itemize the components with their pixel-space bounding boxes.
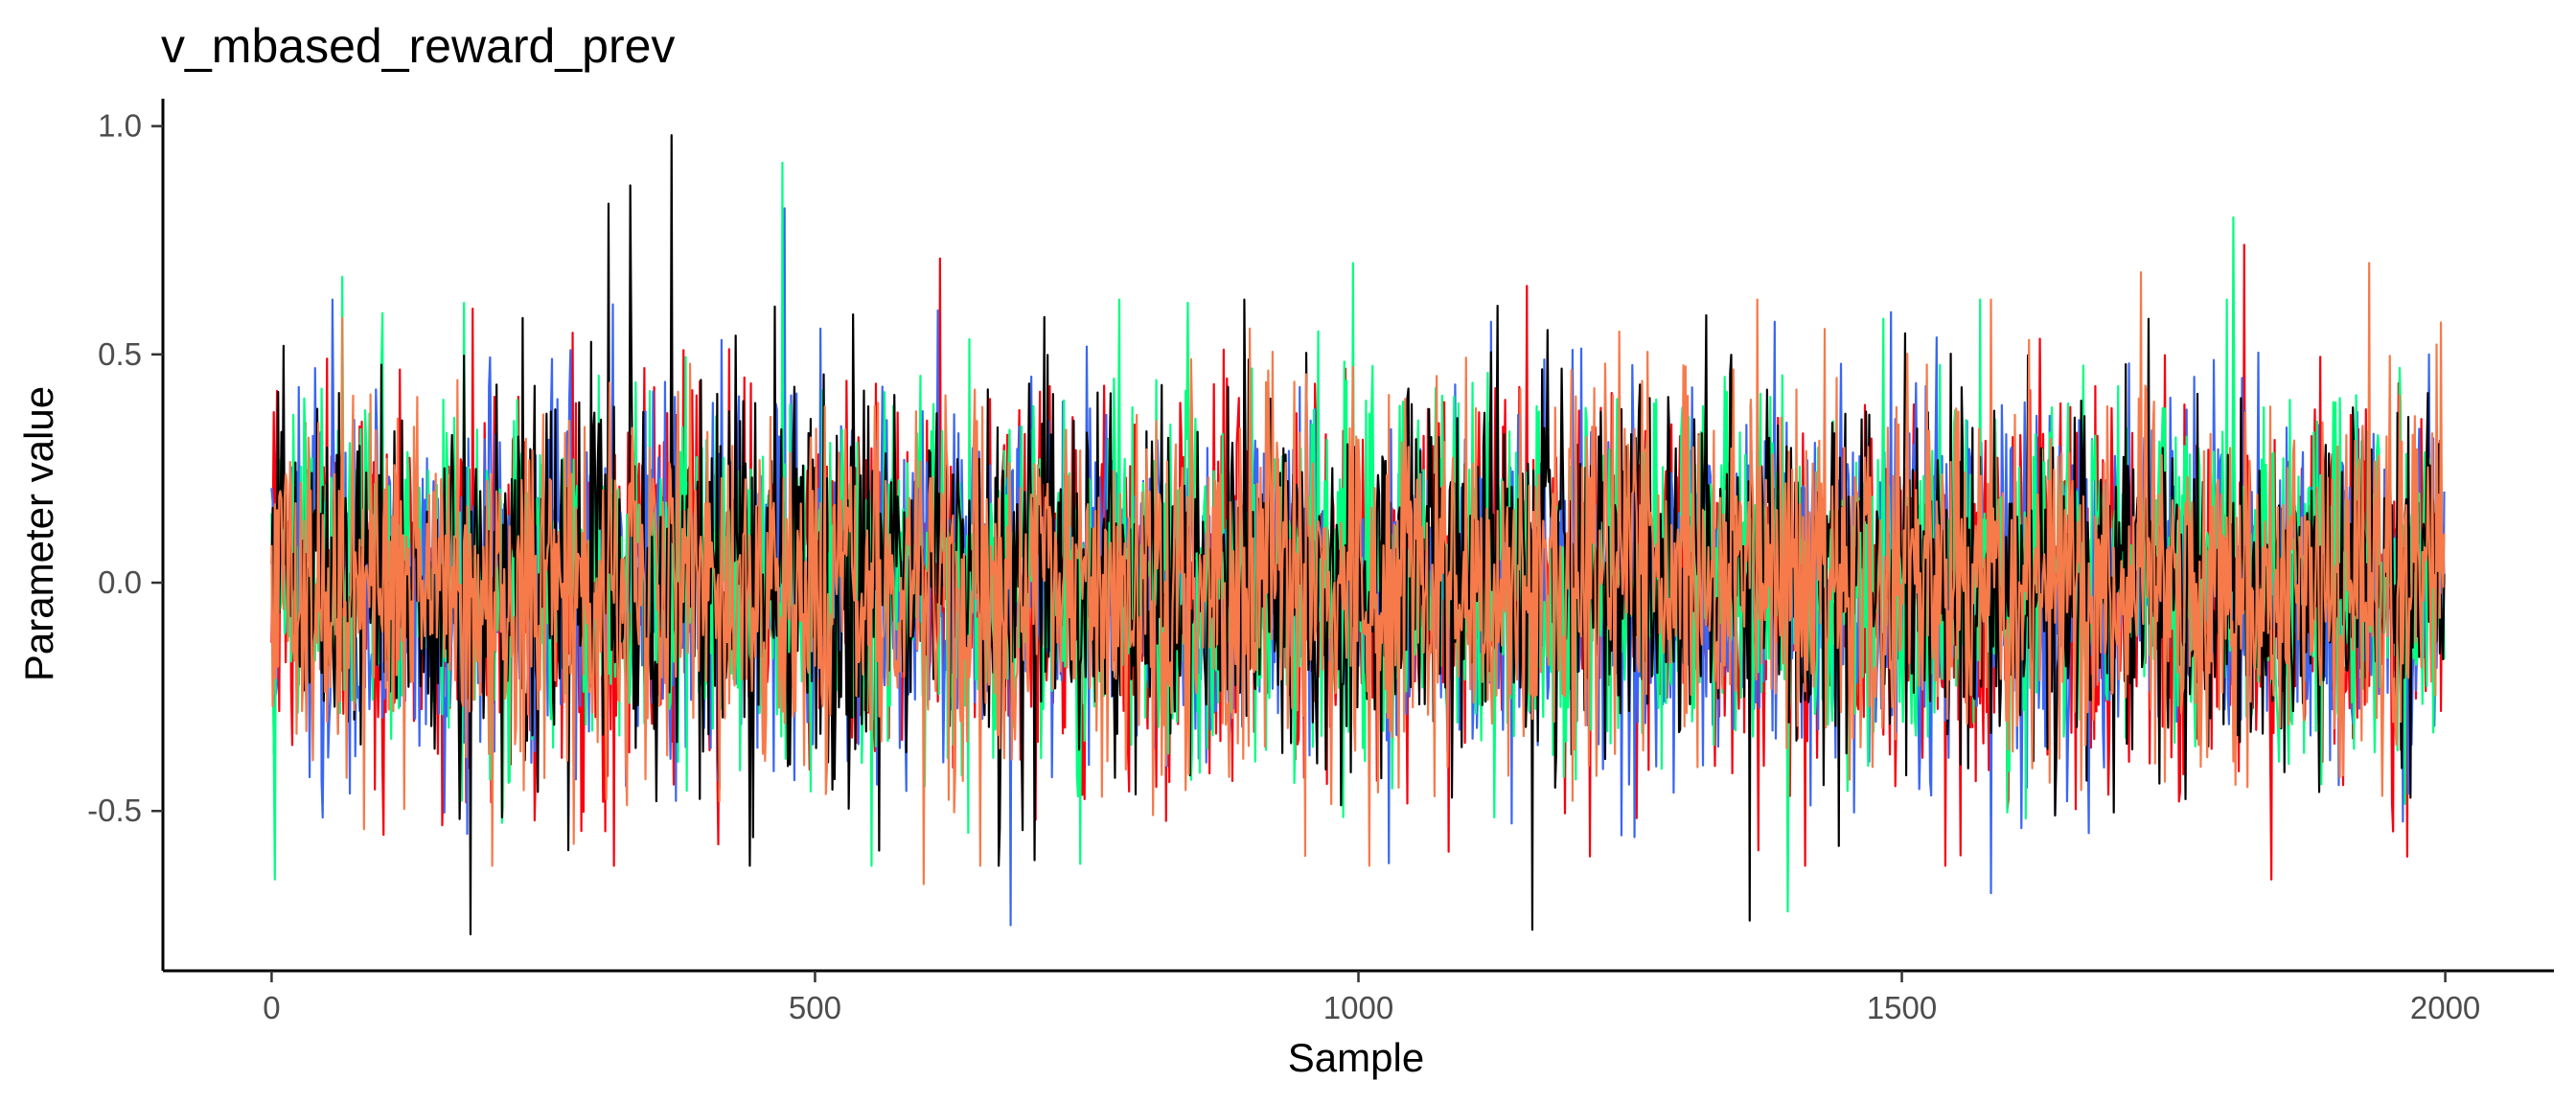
trace-lines bbox=[270, 134, 2446, 935]
x-tick-label: 1500 bbox=[1867, 990, 1937, 1025]
y-axis-label: Parameter value bbox=[16, 386, 61, 681]
y-tick-label: 0.5 bbox=[98, 336, 142, 372]
trace-chain-4 bbox=[270, 134, 2446, 935]
x-axis-label: Sample bbox=[1288, 1035, 1424, 1080]
y-tick-label: 1.0 bbox=[98, 108, 142, 144]
y-tick-label: 0.0 bbox=[98, 564, 142, 600]
y-axis-ticks: -0.5 0.0 0.5 1.0 bbox=[87, 108, 163, 828]
x-tick-label: 0 bbox=[263, 990, 280, 1025]
x-tick-label: 2000 bbox=[2410, 990, 2480, 1025]
chart-title: v_mbased_reward_prev bbox=[161, 19, 675, 73]
x-tick-label: 500 bbox=[789, 990, 841, 1025]
x-axis-ticks: 0 500 1000 1500 2000 bbox=[263, 971, 2480, 1025]
y-tick-label: -0.5 bbox=[87, 793, 142, 828]
x-tick-label: 1000 bbox=[1323, 990, 1393, 1025]
trace-chain-5 bbox=[270, 262, 2446, 886]
